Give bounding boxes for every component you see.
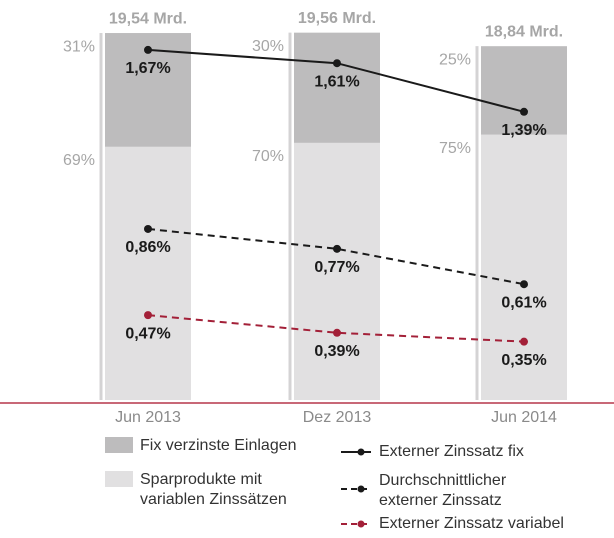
legend-label: Fix verzinste Einlagen [140, 437, 297, 454]
data-label: 0,77% [314, 259, 359, 276]
data-label: 0,39% [314, 343, 359, 360]
legend-label: Durchschnittlicher externer Zinssatz [379, 472, 507, 509]
data-label: 1,61% [314, 73, 359, 90]
line-point [333, 328, 341, 337]
legend-label: Externer Zinssatz fix [379, 443, 524, 460]
data-label: 1,39% [501, 122, 546, 139]
line [147, 314, 525, 343]
data-label: 0,47% [125, 325, 170, 342]
legend-point [357, 485, 365, 493]
line [147, 227, 525, 286]
line-point [333, 244, 341, 253]
line-point [333, 59, 341, 68]
total-label: 19,56 Mrd. [298, 10, 376, 27]
legend-label: Sparprodukte mit variablen Zinssätzen [140, 471, 287, 508]
x-tick-label: Jun 2013 [115, 409, 181, 426]
share-label: 30% [252, 38, 284, 55]
share-label: 70% [252, 148, 284, 165]
bar-segment [105, 146, 191, 400]
line-point [144, 224, 152, 233]
share-label: 25% [439, 51, 471, 68]
total-label: 19,54 Mrd. [109, 10, 187, 27]
data-label: 0,61% [501, 294, 546, 311]
x-tick-label: Jun 2014 [491, 409, 557, 426]
line-point [520, 280, 528, 289]
data-label: 1,67% [125, 60, 170, 77]
bar-segment [294, 142, 380, 400]
line-point [144, 311, 152, 320]
legend-point [357, 520, 365, 528]
legend-swatch [105, 437, 133, 453]
line-point [144, 45, 152, 54]
bar-segment [294, 32, 380, 143]
share-label: 31% [63, 38, 95, 55]
legend-label: Externer Zinssatz variabel [379, 515, 564, 532]
data-label: 0,35% [501, 352, 546, 369]
legend-point [357, 448, 365, 456]
data-label: 0,86% [125, 239, 170, 256]
line-point [520, 337, 528, 346]
line-point [520, 107, 528, 116]
bar-segment [481, 46, 567, 135]
total-label: 18,84 Mrd. [485, 23, 563, 40]
x-tick-label: Dez 2013 [303, 409, 372, 426]
legend-swatch [105, 471, 133, 487]
bar-segment [481, 134, 567, 400]
share-label: 69% [63, 152, 95, 169]
share-label: 75% [439, 140, 471, 157]
